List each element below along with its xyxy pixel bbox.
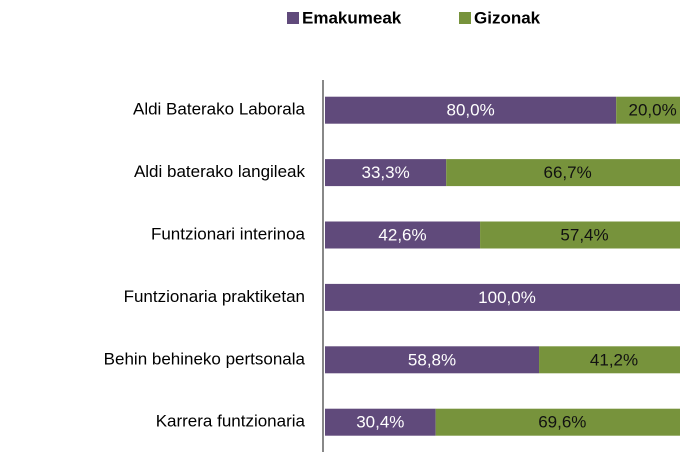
legend-swatch xyxy=(287,12,299,24)
value-label: 66,7% xyxy=(544,163,592,182)
legend-label: Emakumeak xyxy=(302,8,402,27)
legend-swatch xyxy=(459,12,471,24)
bar-segment xyxy=(325,283,680,311)
value-label: 41,2% xyxy=(590,350,638,369)
value-label: 57,4% xyxy=(560,225,608,244)
value-label: 58,8% xyxy=(408,350,456,369)
value-label: 30,4% xyxy=(356,413,404,432)
bar-segment xyxy=(435,408,680,436)
bar-segment xyxy=(539,346,680,374)
category-label: Funtzionari interinoa xyxy=(151,224,306,243)
value-label: 33,3% xyxy=(362,163,410,182)
category-label: Aldi baterako langileak xyxy=(134,162,306,181)
bar-segment xyxy=(325,159,447,187)
value-label: 80,0% xyxy=(446,101,494,120)
bar-segment xyxy=(616,96,680,124)
bar-segment xyxy=(325,346,540,374)
bar-segment xyxy=(325,221,481,249)
bar-segment xyxy=(325,96,617,124)
value-label: 69,6% xyxy=(538,413,586,432)
value-label: 100,0% xyxy=(478,288,536,307)
category-label: Aldi Baterako Laborala xyxy=(133,100,306,119)
value-label: 42,6% xyxy=(378,225,426,244)
legend-label: Gizonak xyxy=(474,8,541,27)
bar-segment xyxy=(446,159,680,187)
category-label: Behin behineko pertsonala xyxy=(104,349,306,368)
value-label: 20,0% xyxy=(628,101,676,120)
category-label: Funtzionaria praktiketan xyxy=(124,287,305,306)
category-label: Karrera funtzionaria xyxy=(156,412,306,431)
bar-segment xyxy=(480,221,680,249)
bar-segment xyxy=(325,408,436,436)
